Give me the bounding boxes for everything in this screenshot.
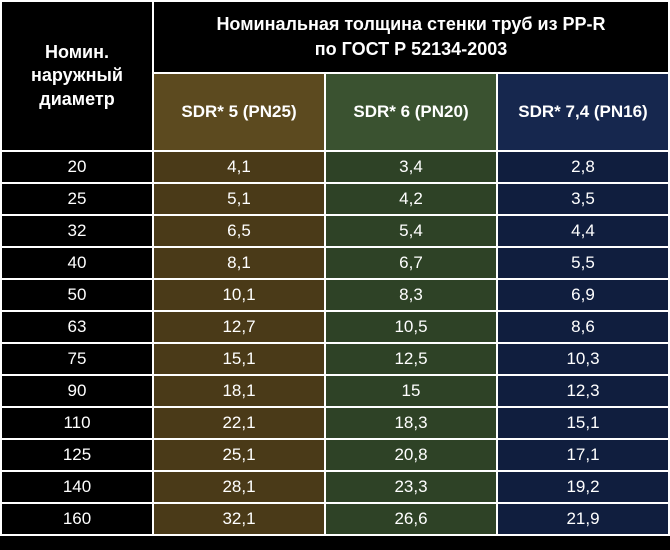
value-cell: 8,3 — [325, 279, 497, 311]
table-row: 14028,123,319,2 — [1, 471, 669, 503]
value-cell: 21,9 — [497, 503, 669, 535]
value-cell: 10,3 — [497, 343, 669, 375]
value-cell: 15,1 — [497, 407, 669, 439]
diameter-cell: 75 — [1, 343, 153, 375]
value-cell: 18,1 — [153, 375, 325, 407]
value-cell: 23,3 — [325, 471, 497, 503]
value-cell: 32,1 — [153, 503, 325, 535]
row-header-cell: Номин. наружный диаметр — [1, 1, 153, 151]
diameter-cell: 90 — [1, 375, 153, 407]
row-header-line1: Номин. — [8, 41, 146, 64]
diameter-cell: 160 — [1, 503, 153, 535]
value-cell: 12,3 — [497, 375, 669, 407]
diameter-cell: 63 — [1, 311, 153, 343]
value-cell: 4,2 — [325, 183, 497, 215]
diameter-cell: 140 — [1, 471, 153, 503]
value-cell: 12,7 — [153, 311, 325, 343]
table-row: 408,16,75,5 — [1, 247, 669, 279]
row-header-line3: диаметр — [8, 88, 146, 111]
title-line2: по ГОСТ Р 52134-2003 — [162, 37, 660, 62]
diameter-cell: 20 — [1, 151, 153, 183]
column-header: SDR* 5 (PN25) — [153, 73, 325, 151]
value-cell: 15 — [325, 375, 497, 407]
value-cell: 10,1 — [153, 279, 325, 311]
title-cell: Номинальная толщина стенки труб из PP-R … — [153, 1, 669, 73]
value-cell: 6,5 — [153, 215, 325, 247]
table-row: 16032,126,621,9 — [1, 503, 669, 535]
table-row: 12525,120,817,1 — [1, 439, 669, 471]
value-cell: 3,5 — [497, 183, 669, 215]
row-header-line2: наружный — [8, 64, 146, 87]
table-row: 9018,11512,3 — [1, 375, 669, 407]
table-row: 326,55,44,4 — [1, 215, 669, 247]
table-row: 255,14,23,5 — [1, 183, 669, 215]
pipe-thickness-table: Номин. наружный диаметр Номинальная толщ… — [0, 0, 670, 536]
value-cell: 17,1 — [497, 439, 669, 471]
diameter-cell: 125 — [1, 439, 153, 471]
value-cell: 26,6 — [325, 503, 497, 535]
table-row: 204,13,42,8 — [1, 151, 669, 183]
column-header: SDR* 7,4 (PN16) — [497, 73, 669, 151]
value-cell: 15,1 — [153, 343, 325, 375]
table-row: 11022,118,315,1 — [1, 407, 669, 439]
value-cell: 2,8 — [497, 151, 669, 183]
title-line1: Номинальная толщина стенки труб из PP-R — [162, 12, 660, 37]
value-cell: 6,7 — [325, 247, 497, 279]
column-header: SDR* 6 (PN20) — [325, 73, 497, 151]
value-cell: 18,3 — [325, 407, 497, 439]
value-cell: 5,1 — [153, 183, 325, 215]
value-cell: 4,4 — [497, 215, 669, 247]
value-cell: 19,2 — [497, 471, 669, 503]
value-cell: 20,8 — [325, 439, 497, 471]
value-cell: 5,5 — [497, 247, 669, 279]
value-cell: 10,5 — [325, 311, 497, 343]
table-row: 6312,710,58,6 — [1, 311, 669, 343]
value-cell: 8,1 — [153, 247, 325, 279]
value-cell: 6,9 — [497, 279, 669, 311]
value-cell: 3,4 — [325, 151, 497, 183]
diameter-cell: 40 — [1, 247, 153, 279]
value-cell: 5,4 — [325, 215, 497, 247]
table-head: Номин. наружный диаметр Номинальная толщ… — [1, 1, 669, 151]
value-cell: 25,1 — [153, 439, 325, 471]
value-cell: 28,1 — [153, 471, 325, 503]
diameter-cell: 25 — [1, 183, 153, 215]
value-cell: 4,1 — [153, 151, 325, 183]
table-row: 5010,18,36,9 — [1, 279, 669, 311]
table-body: 204,13,42,8255,14,23,5326,55,44,4408,16,… — [1, 151, 669, 535]
value-cell: 8,6 — [497, 311, 669, 343]
diameter-cell: 110 — [1, 407, 153, 439]
diameter-cell: 50 — [1, 279, 153, 311]
value-cell: 22,1 — [153, 407, 325, 439]
value-cell: 12,5 — [325, 343, 497, 375]
table-row: 7515,112,510,3 — [1, 343, 669, 375]
title-row: Номин. наружный диаметр Номинальная толщ… — [1, 1, 669, 73]
diameter-cell: 32 — [1, 215, 153, 247]
